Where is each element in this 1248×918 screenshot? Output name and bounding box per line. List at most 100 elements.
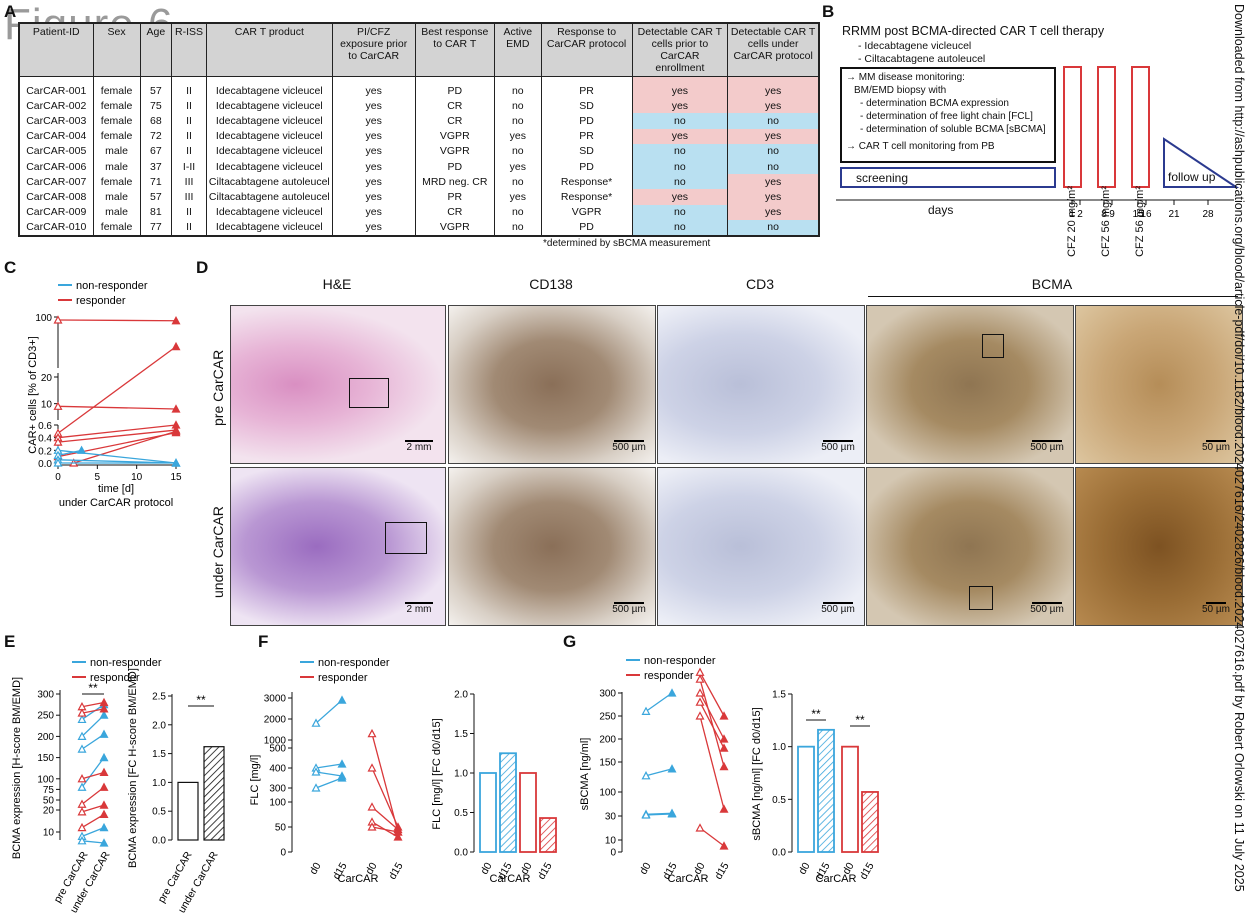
table-cell-age: 72 (139, 128, 173, 144)
table-cell-prior: yes (631, 98, 729, 114)
table-cell-sex: male (92, 204, 141, 220)
chart-c-point (53, 437, 63, 446)
histology-image-bcma (866, 305, 1074, 464)
chart-f-left-xlabel: CarCAR (338, 873, 379, 885)
chart-f-right-category-label: d0 (478, 860, 494, 876)
scale-bar-label: 2 mm (406, 604, 432, 615)
chart-c-series-line (57, 319, 177, 322)
chart-c-series-line (73, 430, 177, 464)
table-cell-age: 75 (139, 98, 173, 114)
timeline-products: - Idecabtagene vicleucel - Ciltacabtagen… (858, 40, 985, 66)
screening-box: screening (840, 167, 1056, 188)
chart-f-left-y-tick-label: 500 (269, 744, 286, 755)
table-cell-best: CR (414, 113, 495, 129)
table-header-cell: PI/CFZ exposure prior to CarCAR (331, 22, 416, 77)
chart-c-point (171, 426, 181, 435)
panel-label-b: B (822, 2, 835, 21)
chart-f-left-y-tick-label: 50 (275, 823, 287, 834)
table-row: CarCAR-010 female 77 II Idecabtagene vicleuc… (18, 219, 820, 237)
chart-g-right-xlabel: CarCAR (816, 873, 857, 885)
table-cell-resp: SD (540, 98, 633, 114)
table-cell-best: VGPR (414, 128, 495, 144)
table-cell-product: Idecabtagene vicleucel (205, 83, 333, 99)
table-cell-id: CarCAR-009 (18, 204, 94, 220)
chart-e-right-y-tick-label: 0.0 (152, 836, 166, 847)
table-cell-sex: male (92, 158, 141, 175)
histology-image-he (230, 305, 446, 464)
chart-g-left-point (641, 771, 651, 780)
inset-box (982, 334, 1004, 358)
scale-bar-line (405, 440, 433, 442)
table-cell-riss: I-II (171, 158, 207, 175)
table-cell-pi: yes (331, 204, 416, 220)
chart-c-legend-responder: responder (76, 295, 126, 307)
panel-label-f: F (258, 632, 269, 651)
table-cell-emd: no (493, 204, 542, 220)
table-cell-under: yes (727, 189, 820, 205)
chart-c-x-tick-label: 10 (131, 472, 143, 483)
chart-f-left-point (367, 822, 377, 831)
chart-f-left-point (337, 695, 347, 704)
chart-f-right-bar (519, 772, 537, 853)
chart-f-legend-non-responder: non-responder (318, 657, 390, 669)
chart-g-left-point (719, 734, 729, 743)
chart-e-left-y-tick-label: 100 (37, 774, 54, 785)
table-cell-pi: yes (331, 113, 416, 129)
chart-c-point (171, 315, 181, 325)
chart-g-right-sig-1: ** (811, 707, 821, 721)
chart-g-left-point (719, 841, 729, 850)
table-header-row: Patient-ID Sex Age R-ISS CAR T product PI/CFZ… (18, 22, 820, 77)
chart-c-point (171, 458, 181, 467)
chart-g-right-bar (797, 745, 815, 853)
chart-e-right-bar (177, 781, 199, 841)
histology-image-cd3 (657, 467, 865, 626)
table-cell-riss: II (171, 128, 207, 144)
table-cell-emd: no (493, 83, 542, 99)
chart-e-left-line (81, 771, 105, 780)
chart-e-legend-responder: responder (90, 672, 140, 684)
table-cell-under: yes (727, 174, 820, 190)
chart-g-right-bar (841, 745, 859, 853)
chart-c-series-line (57, 429, 177, 443)
scale-bar: 500 µm (815, 602, 861, 615)
table-row: CarCAR-003 female 68 II Idecabtagene vicleuc… (18, 113, 820, 129)
table-cell-prior: no (631, 113, 729, 129)
day-tick-label: 2 (1077, 209, 1083, 220)
day-tick-label: 9 (1109, 209, 1115, 220)
table-row: CarCAR-004 female 72 II Idecabtagene vicleuc… (18, 128, 820, 144)
chart-g-left-point (719, 743, 729, 752)
chart-g-right-bar (817, 728, 835, 853)
chart-g-left-category-label: d15 (712, 860, 731, 881)
chart-e-left-y-tick-label: 200 (37, 732, 54, 743)
histology-image-cd3 (657, 305, 865, 464)
chart-c-x-tick-label: 0 (55, 472, 61, 483)
table-cell-pi: yes (331, 219, 416, 237)
chart-f-right-category-label: d15 (535, 860, 554, 881)
bcma-underline (868, 296, 1238, 297)
scale-bar: 500 µm (606, 602, 652, 615)
chart-c-ylabel: CAR+ cells [% of CD3+] (27, 336, 39, 453)
chart-g-left-category-label: d0 (637, 860, 653, 876)
chart-c-point (171, 404, 181, 413)
chart-e-left-point (77, 807, 87, 816)
table-cell-prior: yes (631, 83, 729, 99)
chart-g-left-point (719, 804, 729, 813)
table-cell-sex: female (92, 83, 141, 99)
scale-bar: 500 µm (1024, 602, 1070, 615)
chart-e-left-point (77, 782, 87, 791)
histology-row-head: pre CarCAR (210, 349, 226, 427)
chart-f-right-bar (539, 817, 557, 853)
table-cell-under: yes (727, 83, 820, 99)
table-cell-age: 37 (139, 158, 173, 175)
scale-bar-label: 50 µm (1202, 442, 1230, 453)
table-header-cell: Sex (92, 22, 141, 77)
chart-f-left-line (315, 771, 343, 777)
table-cell-under: no (727, 158, 820, 175)
chart-c-series-line (57, 449, 82, 457)
table-header-cell: R-ISS (171, 22, 207, 77)
chart-c-xlabel: time [d] (98, 483, 134, 495)
table-row: CarCAR-009 male 81 II Idecabtagene vicleucel… (18, 204, 820, 220)
chart-g-right-y-tick-label: 1.5 (772, 690, 786, 701)
table-cell-resp: VGPR (540, 204, 633, 220)
scale-bar-label: 500 µm (1030, 442, 1064, 453)
